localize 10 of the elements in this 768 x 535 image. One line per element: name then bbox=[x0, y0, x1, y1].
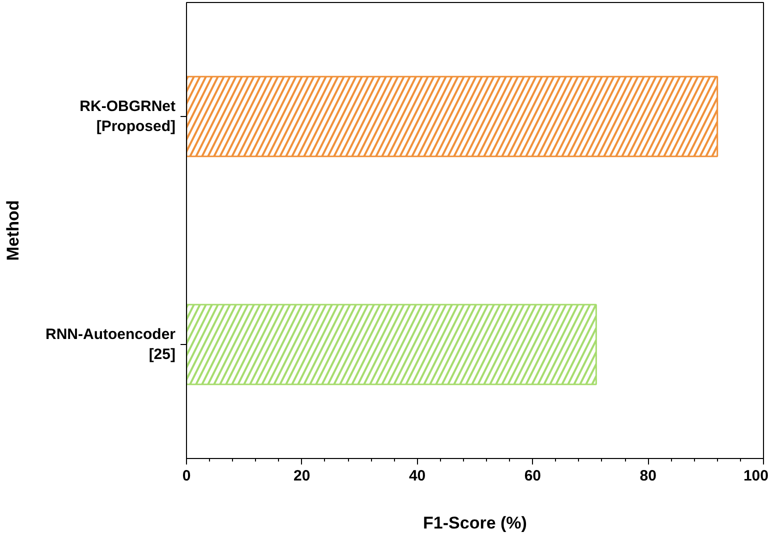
x-tick-label: 60 bbox=[524, 468, 542, 484]
y-axis-title: Method bbox=[4, 200, 22, 261]
x-tick-label: 0 bbox=[182, 468, 191, 484]
y-tick-label: RNN-Autoencoder [25] bbox=[46, 326, 176, 364]
x-tick-label: 80 bbox=[640, 468, 656, 484]
x-axis-title: F1-Score (%) bbox=[423, 514, 527, 532]
x-tick-label: 100 bbox=[743, 468, 768, 484]
y-tick-label: RK-OBGRNet [Proposed] bbox=[80, 98, 176, 136]
x-tick-label: 40 bbox=[408, 468, 426, 484]
x-tick-label: 20 bbox=[294, 468, 310, 484]
